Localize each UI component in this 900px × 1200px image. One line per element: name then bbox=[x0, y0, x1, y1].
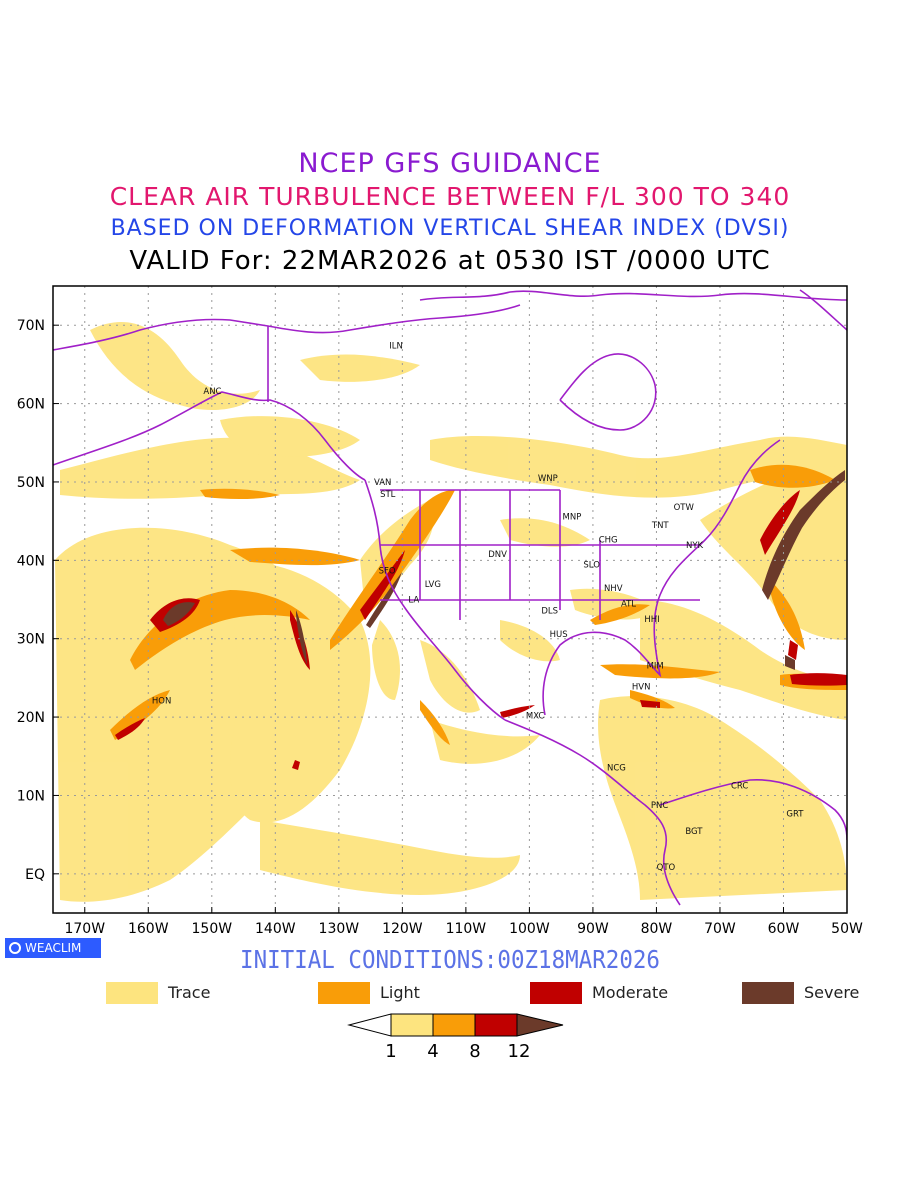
y-tick-label: 60N bbox=[17, 397, 45, 413]
legend-swatch-trace bbox=[106, 982, 158, 1004]
station-label-lvg: LVG bbox=[425, 580, 441, 590]
x-tick-label: 110W bbox=[446, 921, 487, 937]
colorbar-tick-8: 8 bbox=[469, 1041, 480, 1062]
colorbar-tick-12: 12 bbox=[508, 1041, 531, 1062]
y-tick-label: 20N bbox=[17, 710, 45, 726]
x-tick-label: 60W bbox=[768, 921, 800, 937]
station-label-bgt: BGT bbox=[685, 827, 703, 837]
station-label-atl: ATL bbox=[621, 600, 636, 610]
station-label-dls: DLS bbox=[541, 607, 558, 617]
weaclim-label: WEACLIM bbox=[25, 941, 82, 955]
station-label-nyk: NYK bbox=[686, 541, 704, 551]
y-tick-label: 40N bbox=[17, 553, 45, 569]
x-tick-label: 130W bbox=[319, 921, 360, 937]
y-tick-label: 50N bbox=[17, 475, 45, 491]
station-label-chg: CHG bbox=[599, 535, 618, 545]
station-label-dnv: DNV bbox=[488, 550, 507, 560]
x-tick-label: 50W bbox=[831, 921, 863, 937]
station-label-hvn: HVN bbox=[632, 683, 651, 693]
station-label-ncg: NCG bbox=[607, 763, 626, 773]
x-tick-label: 80W bbox=[641, 921, 673, 937]
weaclim-badge[interactable]: WEACLIM bbox=[5, 938, 101, 958]
title-method: BASED ON DEFORMATION VERTICAL SHEAR INDE… bbox=[110, 216, 790, 241]
weaclim-logo-icon bbox=[9, 942, 21, 954]
x-tick-label: 120W bbox=[382, 921, 423, 937]
station-label-slo: SLO bbox=[583, 560, 600, 570]
legend-swatch-light bbox=[318, 982, 370, 1004]
station-label-van: VAN bbox=[374, 478, 391, 488]
y-tick-label: 10N bbox=[17, 788, 45, 804]
station-label-hon: HON bbox=[152, 697, 171, 707]
station-label-hus: HUS bbox=[550, 630, 568, 640]
x-tick-label: 100W bbox=[509, 921, 550, 937]
y-tick-label: 70N bbox=[17, 318, 45, 334]
y-tick-label: 30N bbox=[17, 632, 45, 648]
station-label-anc: ANC bbox=[203, 387, 221, 397]
station-label-hhi: HHI bbox=[644, 615, 659, 625]
legend-item-light: Light bbox=[318, 982, 478, 1004]
station-label-otw: OTW bbox=[674, 503, 695, 513]
legend-label-severe: Severe bbox=[804, 983, 860, 1002]
station-label-wnp: WNP bbox=[538, 474, 558, 484]
x-tick-label: 140W bbox=[255, 921, 296, 937]
station-label-mxc: MXC bbox=[526, 712, 545, 722]
legend-swatch-moderate bbox=[530, 982, 582, 1004]
station-label-mim: MIM bbox=[647, 661, 664, 671]
station-label-tnt: TNT bbox=[651, 521, 670, 531]
y-tick-label: EQ bbox=[25, 867, 45, 883]
station-labels: ILN ANC VAN STL WNP OTW MNP TNT CHG NYK DNV SFO SLO L… bbox=[152, 342, 804, 873]
legend-label-trace: Trace bbox=[168, 983, 211, 1002]
turbulence-field bbox=[55, 321, 847, 902]
title-valid-time: VALID For: 22MAR2026 at 0530 IST /0000 U… bbox=[129, 246, 771, 276]
station-label-pnc: PNC bbox=[651, 801, 668, 811]
map-frame bbox=[52, 285, 848, 914]
station-label-la: LA bbox=[408, 596, 419, 606]
x-tick-label: 170W bbox=[64, 921, 105, 937]
station-label-iln: ILN bbox=[389, 342, 403, 352]
title-model: NCEP GFS GUIDANCE bbox=[298, 148, 602, 179]
colorbar-tick-4: 4 bbox=[427, 1041, 438, 1062]
station-label-grt: GRT bbox=[786, 810, 804, 820]
colorbar-segment-trace bbox=[390, 1013, 434, 1037]
station-label-stl: STL bbox=[380, 490, 396, 500]
colorbar: 1 4 8 12 bbox=[347, 1013, 564, 1062]
x-tick-label: 70W bbox=[704, 921, 736, 937]
station-label-mnp: MNP bbox=[563, 513, 582, 523]
colorbar-segment-light bbox=[432, 1013, 476, 1037]
legend-label-moderate: Moderate bbox=[592, 983, 669, 1002]
legend-label-light: Light bbox=[380, 983, 420, 1002]
title-product: CLEAR AIR TURBULENCE BETWEEN F/L 300 TO … bbox=[109, 182, 791, 211]
legend-item-trace: Trace bbox=[106, 982, 266, 1004]
x-tick-label: 90W bbox=[577, 921, 609, 937]
x-axis-ticks: 170W 160W 150W 140W 130W 120W 110W 100W 90W 80W 70… bbox=[64, 907, 863, 937]
colorbar-tick-1: 1 bbox=[385, 1041, 396, 1062]
colorbar-segment-moderate bbox=[474, 1013, 518, 1037]
legend-item-moderate: Moderate bbox=[530, 982, 690, 1004]
initial-conditions: INITIAL CONDITIONS:00Z18MAR2026 bbox=[240, 945, 660, 974]
coastlines bbox=[53, 289, 847, 906]
colorbar-high-end bbox=[516, 1013, 564, 1037]
legend-item-severe: Severe bbox=[742, 982, 892, 1004]
legend-swatch-severe bbox=[742, 982, 794, 1004]
station-label-sfo: SFO bbox=[379, 567, 396, 577]
x-tick-label: 160W bbox=[128, 921, 169, 937]
station-label-qto: QTO bbox=[657, 863, 676, 873]
y-axis-ticks: EQ 10N 20N 30N 40N 50N 60N 70N bbox=[17, 318, 59, 883]
x-tick-label: 150W bbox=[192, 921, 233, 937]
station-label-crc: CRC bbox=[731, 781, 748, 791]
station-label-nhv: NHV bbox=[604, 584, 623, 594]
colorbar-low-end bbox=[347, 1013, 392, 1037]
